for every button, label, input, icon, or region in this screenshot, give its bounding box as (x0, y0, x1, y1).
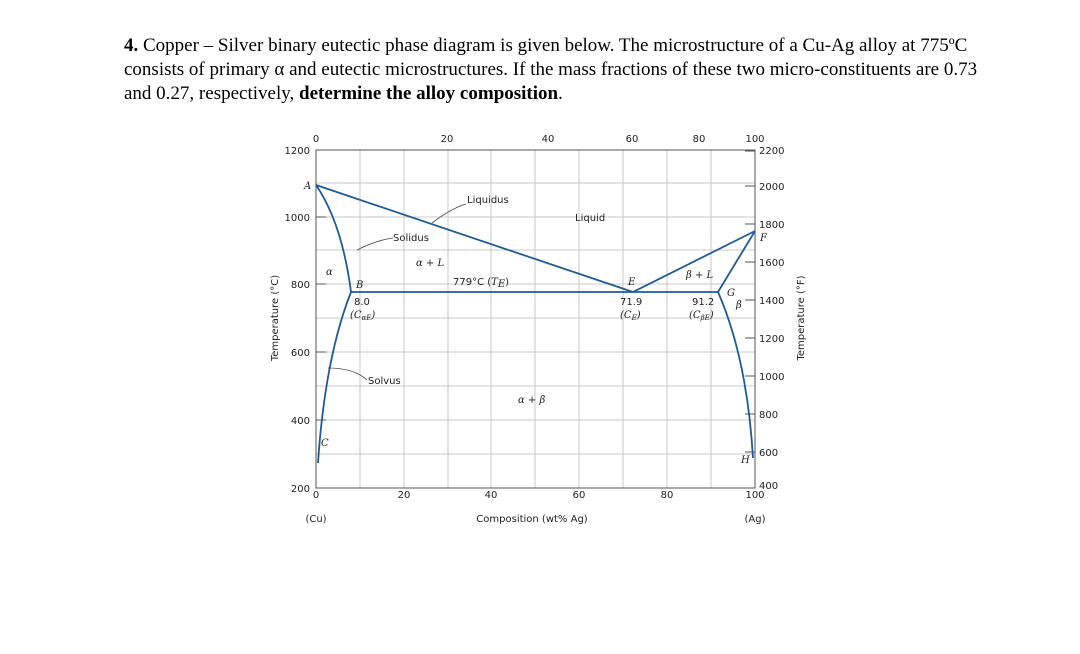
point-C: C (321, 438, 329, 449)
label-alpha: α (326, 267, 333, 278)
c-alpha-e-value: 8.0 (354, 297, 370, 308)
liquidus-left (315, 184, 634, 293)
label-beta-plus-L: β + L (685, 270, 714, 281)
point-B: B (355, 280, 363, 291)
grid (316, 150, 755, 488)
c-e-value: 71.9 (620, 297, 642, 308)
right-tick-800: 800 (759, 410, 778, 421)
left-tick-400: 400 (291, 416, 310, 427)
problem-statement: 4. Copper – Silver binary eutectic phase… (124, 34, 1004, 106)
left-tick-200: 200 (291, 484, 310, 495)
bottom-tick-60: 60 (573, 490, 586, 501)
ag-end-label: (Ag) (745, 514, 766, 525)
left-axis-title: Temperature (°C) (270, 275, 281, 362)
right-tick-2000: 2000 (759, 182, 784, 193)
bottom-tick-0: 0 (313, 490, 319, 501)
bottom-tick-20: 20 (398, 490, 411, 501)
right-tick-2200: 2200 (759, 146, 784, 157)
right-tick-1600: 1600 (759, 258, 784, 269)
x-axis-title: Composition (wt% Ag) (476, 514, 588, 525)
c-e-symbol: (CE) (620, 310, 641, 322)
bottom-tick-100: 100 (745, 490, 764, 501)
right-axis-title: Temperature (°F) (796, 275, 807, 361)
left-tick-1000: 1000 (285, 213, 310, 224)
c-alpha-e-symbol: (CαE) (350, 310, 375, 322)
top-tick-80: 80 (693, 134, 706, 145)
c-beta-e-symbol: (CβE) (689, 310, 714, 322)
right-tick-400: 400 (759, 481, 778, 492)
point-F: F (759, 233, 768, 244)
cu-ag-phase-diagram: 0 20 40 60 80 100 0 20 40 60 80 100 1200… (270, 134, 807, 525)
problem-number: 4. (124, 35, 139, 56)
solidus-left (315, 184, 352, 293)
point-E: E (627, 277, 636, 288)
bottom-tick-80: 80 (661, 490, 674, 501)
plot-frame (315, 149, 756, 489)
label-alpha-plus-L: α + L (416, 258, 444, 269)
bottom-tick-40: 40 (485, 490, 498, 501)
point-H: H (740, 455, 750, 466)
right-tick-1800: 1800 (759, 220, 784, 231)
label-liquidus: Liquidus (467, 195, 509, 206)
liquidus-right (632, 230, 756, 293)
top-tick-60: 60 (626, 134, 639, 145)
left-tick-800: 800 (291, 280, 310, 291)
problem-end: . (558, 83, 563, 104)
point-G: G (727, 288, 735, 299)
solidus-right (717, 230, 756, 293)
leader-lines (327, 203, 467, 381)
right-tick-1400: 1400 (759, 296, 784, 307)
right-tick-1000: 1000 (759, 372, 784, 383)
top-tick-100: 100 (745, 134, 764, 145)
eutectic-temp-label: 779°C (TE) (453, 277, 509, 290)
left-tick-600: 600 (291, 348, 310, 359)
left-axis-ticks (316, 149, 326, 421)
right-axis-ticks (745, 150, 755, 453)
right-tick-600: 600 (759, 448, 778, 459)
c-beta-e-value: 91.2 (692, 297, 714, 308)
left-tick-1200: 1200 (285, 146, 310, 157)
top-tick-0: 0 (313, 134, 319, 145)
problem-emphasis: determine the alloy composition (299, 83, 559, 104)
point-A: A (303, 181, 311, 192)
problem-text: Copper – Silver binary eutectic phase di… (124, 35, 978, 104)
label-beta: β (735, 300, 742, 311)
right-tick-1200: 1200 (759, 334, 784, 345)
label-solidus: Solidus (393, 233, 429, 244)
cu-end-label: (Cu) (305, 514, 326, 525)
top-tick-40: 40 (542, 134, 555, 145)
solvus-right (717, 291, 754, 459)
phase-boundaries (315, 184, 756, 464)
label-liquid: Liquid (575, 213, 605, 224)
label-alpha-plus-beta: α + β (518, 395, 545, 406)
label-solvus: Solvus (368, 376, 401, 387)
top-tick-20: 20 (441, 134, 454, 145)
